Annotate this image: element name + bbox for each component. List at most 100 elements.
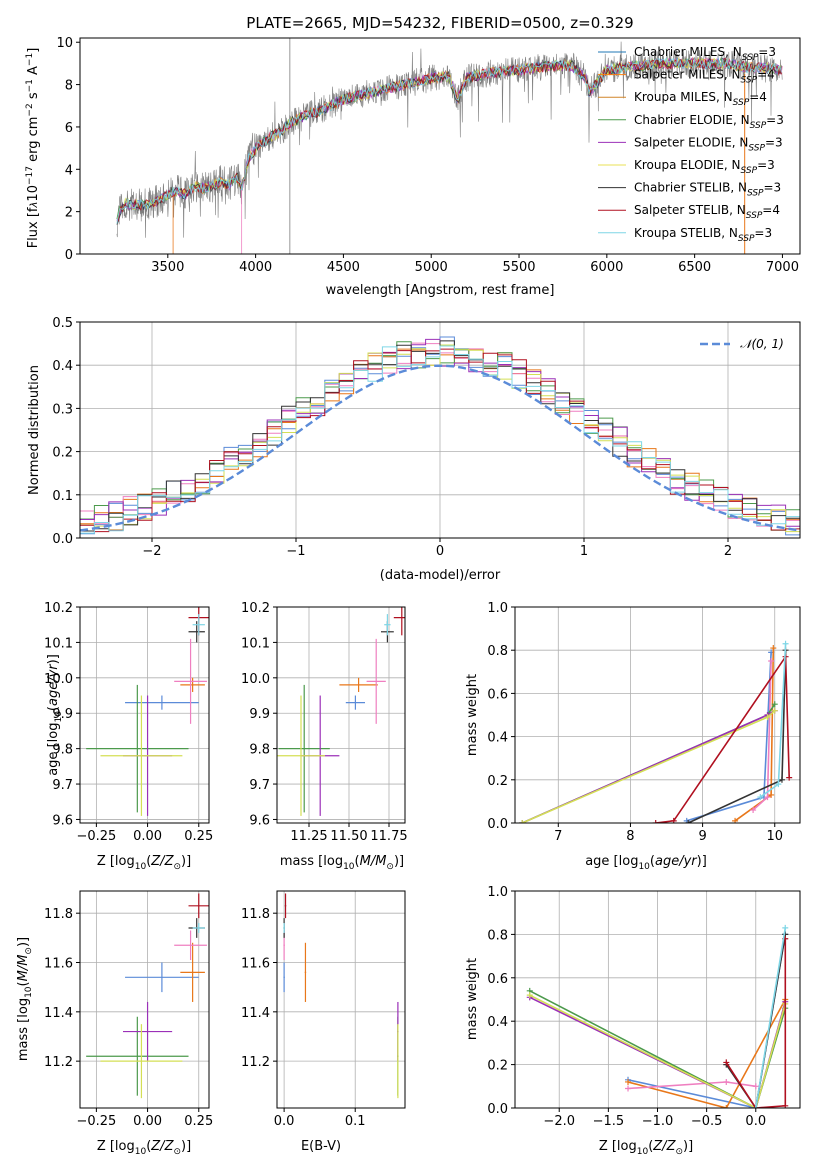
- y-tick-label: 9.7: [249, 778, 270, 793]
- age_vs_mass-frame: [276, 606, 406, 824]
- x-tick-label: 0: [436, 544, 444, 559]
- legend-subscript: SSP: [741, 76, 758, 86]
- mass_vs_Z-points: [86, 893, 209, 1099]
- weight-line: [755, 927, 787, 1108]
- x-tick-label: 8: [626, 829, 634, 844]
- x-tick-label: 5500: [502, 260, 535, 275]
- legend-subscript: SSP: [750, 121, 767, 131]
- legend-value: =3: [766, 113, 784, 127]
- y-tick-label: 0.3: [52, 402, 73, 417]
- x-tick-label: 9: [698, 829, 706, 844]
- spectrum-axes: 3500 4000 4500 5000 5500 6000 6500 7000 0 2 4 6 8 10: [56, 36, 799, 275]
- y-tick-label: 10.1: [241, 636, 270, 651]
- legend-subscript: SSP: [738, 234, 755, 244]
- x-tick-label: −2.0: [543, 1114, 575, 1129]
- weight-marker: [768, 658, 775, 664]
- weight-marker: [764, 714, 771, 721]
- y-tick-label: 10.1: [44, 636, 73, 651]
- observed-spectrum: [116, 41, 783, 238]
- ageMass-xlabel: mass [log10(M/M⊙)]: [280, 854, 404, 872]
- y-tick-label: 11.4: [241, 1006, 270, 1021]
- age_vs_mass-axes: 11.25 11.50 11.75 9.6 9.7 9.8 9.9 10.0 10.1 10.2: [241, 601, 408, 844]
- legend-value: =3: [764, 181, 782, 195]
- legend-value: =3: [758, 45, 776, 59]
- x-tick-label: −2: [142, 544, 161, 559]
- x-tick-label: 0.1: [345, 1114, 366, 1129]
- y-tick-label: 0.5: [52, 316, 73, 331]
- y-tick-label: 4: [65, 163, 73, 178]
- y-tick-label: 11.6: [241, 957, 270, 972]
- y-tick-label: 0.6: [487, 972, 508, 987]
- y-tick-label: 10.2: [241, 601, 270, 616]
- x-tick-label: −1: [286, 544, 305, 559]
- y-tick-label: 0.4: [487, 1015, 508, 1030]
- y-tick-label: 9.9: [52, 707, 73, 722]
- model-spectrum-line: [116, 57, 782, 224]
- y-tick-label: 9.8: [249, 743, 270, 758]
- weight-marker: [768, 791, 775, 798]
- y-tick-label: 1.0: [487, 601, 508, 616]
- y-tick-label: 9.6: [249, 813, 270, 828]
- weight-marker: [757, 794, 764, 801]
- massEbv-xlabel: E(B-V): [301, 1139, 341, 1154]
- legend-subscript: SSP: [733, 98, 750, 108]
- legend-subscript: SSP: [746, 211, 763, 221]
- y-tick-label: 2: [65, 206, 73, 221]
- x-tick-label: 0.25: [184, 1114, 213, 1129]
- age_vs_Z-axes: −0.25 0.00 0.25 9.6 9.7 9.8 9.9 10.0 10.1 10.2: [44, 601, 213, 844]
- legend-label: Chabrier MILES, NSSP=3: [634, 45, 776, 63]
- y-tick-label: 11.4: [44, 1006, 73, 1021]
- ageZ-xlabel: Z [log10(Z/Z⊙)]: [97, 854, 191, 872]
- y-tick-label: 10.2: [44, 601, 73, 616]
- y-tick-label: 0.8: [487, 644, 508, 659]
- weight-marker: [526, 992, 533, 999]
- y-tick-label: 9.6: [52, 813, 73, 828]
- x-tick-label: 1: [580, 544, 588, 559]
- x-tick-label: −0.25: [76, 829, 116, 844]
- y-tick-label: 0.2: [52, 446, 73, 461]
- x-tick-label: 10: [766, 829, 783, 844]
- x-tick-label: 6500: [678, 260, 711, 275]
- y-tick-label: 11.8: [241, 907, 270, 922]
- mass_vs_Z-frame: [79, 890, 210, 1109]
- weight-marker: [519, 820, 526, 823]
- y-tick-label: 11.8: [44, 907, 73, 922]
- spectrum-frame: [79, 37, 801, 255]
- legend-value: =4: [757, 68, 775, 82]
- weight-marker: [723, 1059, 730, 1066]
- legend-value: =3: [765, 135, 783, 149]
- weight-line: [655, 654, 790, 823]
- residuals-axes: −2 −1 0 1 2 0.0 0.1 0.2 0.3 0.4 0.5: [52, 316, 800, 559]
- y-tick-label: 0.0: [487, 817, 508, 832]
- x-tick-label: 7000: [766, 260, 799, 275]
- weight-marker: [625, 1078, 632, 1085]
- weight_vs_Z-frame: [514, 890, 801, 1109]
- x-tick-label: 11.50: [330, 829, 367, 844]
- weight-marker: [782, 640, 789, 647]
- weight-marker: [770, 645, 777, 652]
- weight-line: [725, 938, 787, 1108]
- weight-marker: [752, 1083, 759, 1090]
- legend-subscript: SSP: [747, 189, 764, 199]
- wZ-xlabel: Z [log10(Z/Z⊙)]: [599, 1139, 693, 1157]
- y-tick-label: 9.8: [52, 743, 73, 758]
- weight-marker: [685, 820, 692, 823]
- ageZ-ylabel: age [log10(age/yr)]: [46, 654, 64, 776]
- y-tick-label: 9.9: [249, 707, 270, 722]
- weight-line: [627, 999, 787, 1108]
- weight-line: [529, 994, 787, 1108]
- y-tick-label: 10.0: [44, 672, 73, 687]
- legend-subscript: SSP: [742, 53, 759, 63]
- mass_vs_Z-axes: −0.25 0.00 0.25 11.2 11.4 11.6 11.8: [44, 891, 213, 1129]
- x-tick-label: −1.0: [642, 1114, 674, 1129]
- y-tick-label: 0.1: [52, 489, 73, 504]
- mass_vs_ebv-points: [283, 893, 399, 1099]
- mass_vs_ebv-frame: [276, 890, 406, 1109]
- x-tick-label: 2: [724, 544, 732, 559]
- y-tick-label: 0.4: [52, 359, 73, 374]
- x-tick-label: 4500: [327, 260, 360, 275]
- weight_vs_age-axes: 7 8 9 10 0.0 0.2 0.4 0.6 0.8 1.0: [487, 601, 800, 844]
- spectrum-xlabel: wavelength [Angstrom, rest frame]: [326, 283, 555, 298]
- residual-ylabel: Normed distribution: [27, 365, 42, 495]
- weight_vs_age-lines: [519, 640, 793, 823]
